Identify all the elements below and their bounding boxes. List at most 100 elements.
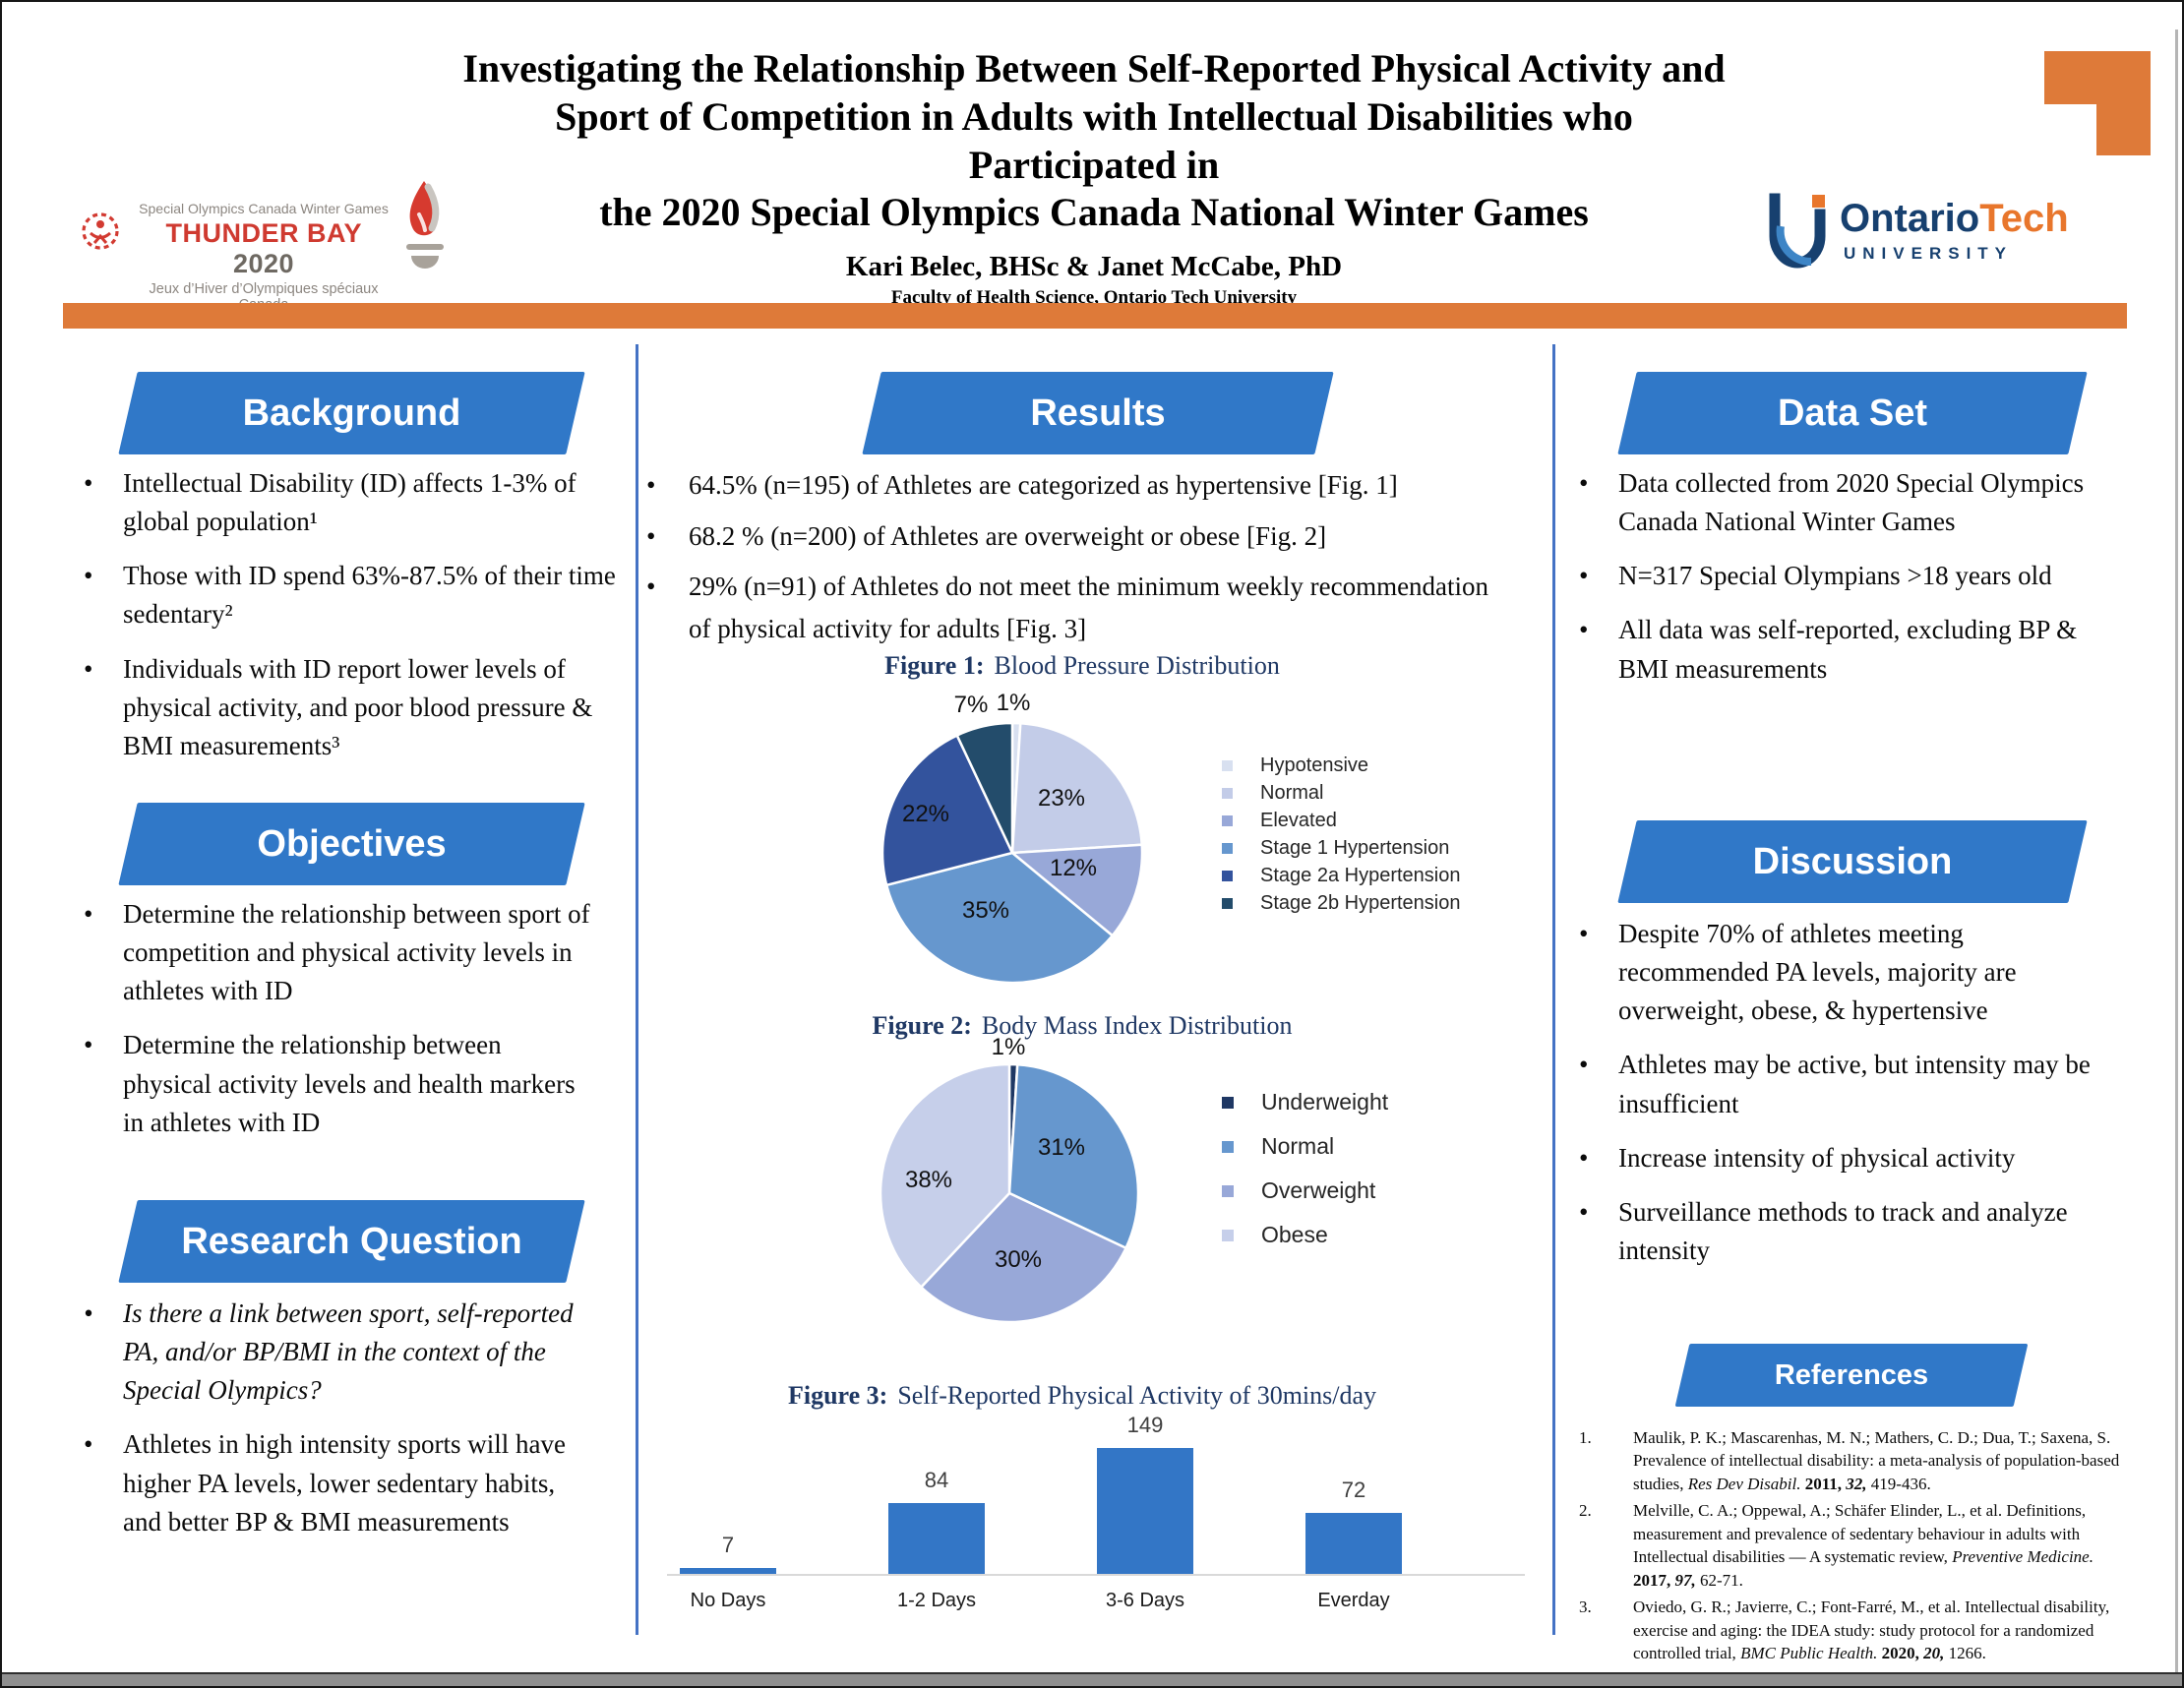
figure-1-label: Figure 1: [884, 651, 985, 680]
bullet-item: Is there a link between sport, self-repo… [79, 1295, 593, 1410]
bar-value-label: 84 [924, 1468, 949, 1492]
legend-swatch-icon [1222, 1229, 1234, 1241]
legend-swatch-icon [1222, 1184, 1234, 1197]
bullet-item: Those with ID spend 63%-87.5% of their t… [79, 557, 627, 633]
pie-data-label: 1% [992, 1037, 1026, 1060]
section-header-data-set: Data Set [1617, 372, 2088, 454]
background-bullets: Intellectual Disability (ID) affects 1-3… [79, 464, 627, 781]
legend-swatch-icon [1222, 870, 1233, 881]
bar-category-label: No Days [690, 1590, 766, 1611]
legend-label: Overweight [1261, 1177, 1376, 1203]
bullet-item: Despite 70% of athletes meeting recommen… [1574, 915, 2118, 1030]
bar-3-6-days [1097, 1448, 1193, 1574]
affiliation: Faculty of Health Science, Ontario Tech … [890, 287, 1298, 309]
bar-no-days [680, 1568, 776, 1574]
ontario-tech-logo: OntarioTech UNIVERSITY [1765, 189, 2129, 282]
bullet-item: 29% (n=91) of Athletes do not meet the m… [641, 566, 1515, 649]
section-header-results: Results [862, 372, 1334, 454]
slide-edge-right [2175, 30, 2178, 1672]
pie-slice-stage-2b-hypertension [955, 721, 1014, 855]
bar-1-2-days [888, 1503, 985, 1574]
so-games-line: Special Olympics Canada Winter Games [139, 201, 389, 216]
pie-slice-elevated [1010, 843, 1144, 937]
bar-value-label: 72 [1341, 1477, 1366, 1502]
section-header-background: Background [118, 372, 585, 454]
bullet-item: All data was self-reported, excluding BP… [1574, 611, 2091, 688]
legend-item: Elevated [1222, 807, 1460, 834]
legend-swatch-icon [1222, 1096, 1234, 1109]
legend-item: Underweight [1222, 1080, 1388, 1124]
legend-label: Elevated [1260, 809, 1337, 831]
legend-label: Normal [1261, 1133, 1335, 1159]
legend-label: Stage 2a Hypertension [1260, 864, 1461, 886]
legend-swatch-icon [1222, 1140, 1234, 1153]
section-title: Results [1030, 392, 1166, 434]
reference-item: 1. Maulik, P. K.; Mascarenhas, M. N.; Mat… [1579, 1428, 2120, 1493]
legend-swatch-icon [1222, 787, 1233, 799]
section-header-research-question: Research Question [118, 1200, 585, 1283]
legend-label: Underweight [1261, 1089, 1389, 1115]
references-list: 1. Maulik, P. K.; Mascarenhas, M. N.; Mat… [1572, 1426, 2129, 1669]
pie-data-label: 30% [995, 1246, 1042, 1273]
legend-swatch-icon [1222, 759, 1233, 771]
legend-item: Normal [1222, 779, 1460, 807]
bar-category-label: 3-6 Days [1105, 1590, 1185, 1611]
bar-category-label: Everday [1317, 1590, 1390, 1611]
figure-3-label: Figure 3: [787, 1381, 888, 1410]
title-block: Investigating the Relationship Between S… [455, 45, 1733, 309]
reference-number: 1. [1579, 1428, 1592, 1447]
thunder-bay-line: THUNDER BAY 2020 [165, 218, 362, 278]
figure-3-caption: Figure 3: Self-Reported Physical Activity… [639, 1381, 1525, 1411]
section-header-discussion: Discussion [1617, 820, 2088, 903]
slide-edge-bottom [2, 1672, 2182, 1686]
thunder-bay-logo-text: Special Olympics Canada Winter Games THU… [132, 201, 395, 313]
ontario-tech-university-label: UNIVERSITY [1844, 244, 2014, 263]
title-line: Sport of Competition in Adults with Inte… [555, 93, 1633, 187]
bullet-item: N=317 Special Olympians >18 years old [1574, 557, 2091, 595]
authors: Kari Belec, BHSc & Janet McCabe, PhD [845, 251, 1343, 283]
ontario-tech-wordmark: OntarioTech [1840, 197, 2069, 240]
column-divider-left [636, 344, 638, 1635]
legend-label: Hypotensive [1260, 754, 1369, 776]
bar-value-label: 149 [1126, 1413, 1164, 1437]
bmi-legend: Underweight Normal Overweight Obese [1222, 1080, 1388, 1257]
figure-2-label: Figure 2: [872, 1011, 972, 1040]
discussion-bullets: Despite 70% of athletes meeting recommen… [1574, 915, 2118, 1286]
data-set-bullets: Data collected from 2020 Special Olympic… [1574, 464, 2091, 704]
pie-slice-stage-2a-hypertension [880, 734, 1014, 887]
blood-pressure-pie-chart: 1% 23% 12% 35% 22% 7% [880, 690, 1144, 985]
pie-slice-normal [1007, 1063, 1140, 1250]
pie-data-label: 12% [1050, 855, 1097, 881]
bullet-item: Athletes in high intensity sports will h… [79, 1425, 593, 1540]
pie-data-label: 22% [902, 801, 949, 827]
reference-item: 3. Oviedo, G. R.; Javierre, C.; Font-Farr… [1579, 1598, 2110, 1663]
research-question-bullets: Is there a link between sport, self-repo… [79, 1295, 593, 1557]
section-header-objectives: Objectives [118, 803, 585, 885]
section-header-references: References [1674, 1344, 2029, 1407]
bullet-item: Data collected from 2020 Special Olympic… [1574, 464, 2091, 541]
figure-1-title: Blood Pressure Distribution [994, 651, 1280, 680]
legend-swatch-icon [1222, 842, 1233, 854]
legend-swatch-icon [1222, 814, 1233, 826]
ontario-tech-shield-icon [1769, 193, 1826, 269]
bullet-item: 68.2 % (n=200) of Athletes are overweigh… [641, 515, 1515, 558]
legend-item: Stage 2b Hypertension [1222, 889, 1460, 917]
bullet-item: 64.5% (n=195) of Athletes are categorize… [641, 464, 1515, 507]
pie-data-label: 1% [997, 690, 1031, 716]
bullet-item: Individuals with ID report lower levels … [79, 650, 627, 765]
section-title: Discussion [1752, 841, 1953, 882]
pie-slice-obese [879, 1062, 1011, 1289]
legend-label: Stage 2b Hypertension [1260, 891, 1461, 914]
pie-slice-normal [1010, 722, 1143, 855]
blood-pressure-legend: Hypotensive Normal Elevated Stage 1 Hyperte… [1222, 752, 1460, 917]
bar-category-label: 1-2 Days [896, 1590, 977, 1611]
corner-accent-shape [2044, 51, 2151, 104]
section-title: Background [242, 392, 461, 434]
pie-data-label: 38% [905, 1167, 952, 1193]
thunder-bay-2020-logo: Special Olympics Canada Winter Games THU… [71, 179, 450, 313]
legend-label: Normal [1260, 781, 1324, 804]
bullet-item: Athletes may be active, but intensity ma… [1574, 1046, 2118, 1122]
bullet-item: Intellectual Disability (ID) affects 1-3… [79, 464, 627, 541]
pie-data-label: 7% [954, 692, 989, 718]
orange-divider-bar [63, 303, 2127, 329]
